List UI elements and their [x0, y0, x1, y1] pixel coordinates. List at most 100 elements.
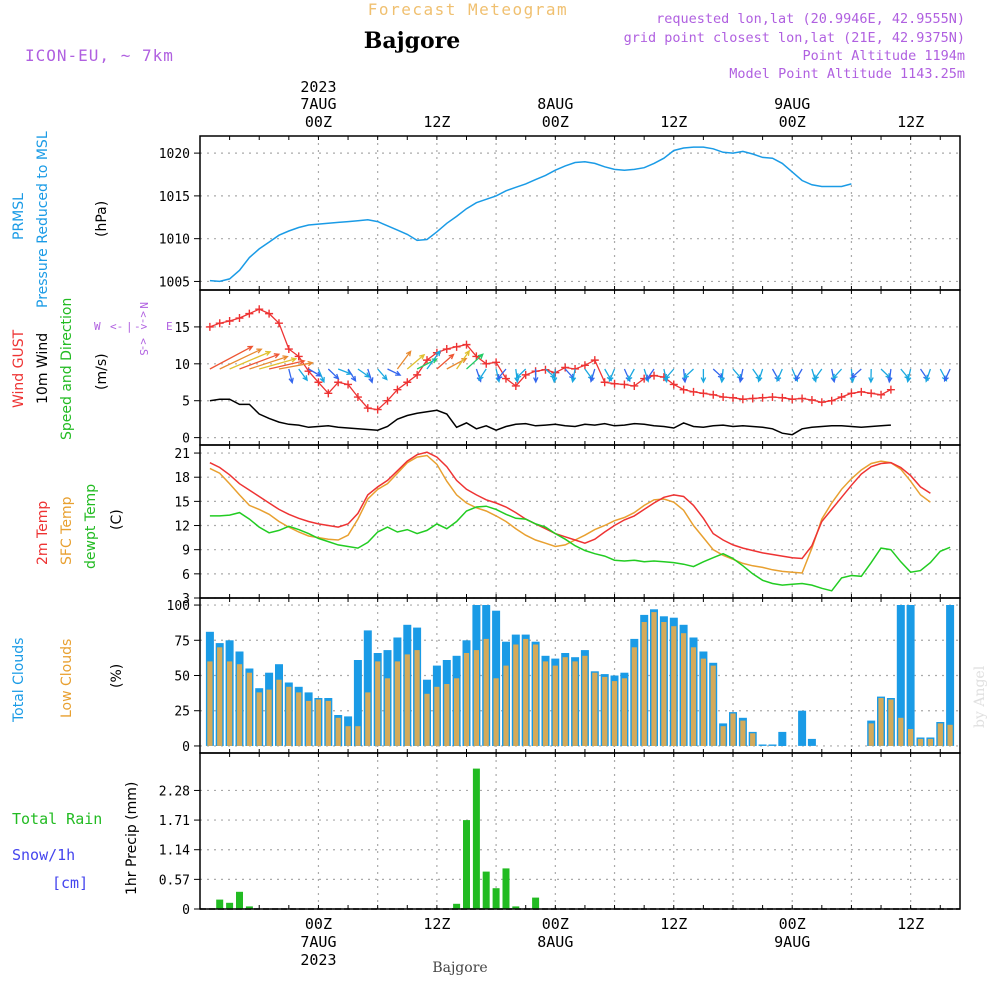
ytick-label: 12 [174, 520, 190, 535]
wind-speed-line [209, 398, 891, 436]
low-cloud-bar [898, 717, 904, 746]
low-cloud-bar [483, 638, 489, 746]
clouds-unit: (%) [109, 664, 125, 688]
wind-arrow [406, 353, 426, 370]
point-altitude: Point Altitude 1194m [802, 48, 965, 64]
low-cloud-bar [611, 681, 618, 746]
low-cloud-bar [888, 699, 894, 746]
top-axis-date: 8AUG [537, 95, 573, 113]
low-cloud-bar [217, 647, 223, 746]
pressure-panel-labels: PRMSL Pressure Reduced to MSL (hPa) [11, 131, 110, 308]
wind-arrow [533, 368, 539, 384]
top-axis-time: 00Z [305, 113, 332, 131]
gust-marker [373, 405, 382, 414]
bottom-axis-year: 2023 [300, 951, 336, 969]
precip-label-cm: [cm] [52, 874, 88, 892]
low-cloud-bar [917, 738, 924, 746]
top-axis-time: 12Z [660, 113, 687, 131]
gust-marker [788, 395, 797, 404]
gust-marker [837, 393, 846, 402]
gust-marker [205, 322, 214, 331]
low-cloud-bar [365, 692, 371, 746]
wind-unit: (m/s) [94, 353, 110, 390]
precip-unit: 1hr Precip (mm) [124, 782, 140, 895]
gust-marker [699, 389, 708, 398]
low-cloud-bar [266, 689, 272, 746]
low-cloud-bar [227, 661, 233, 746]
low-cloud-bar [375, 661, 381, 746]
low-cloud-bar [473, 650, 479, 746]
top-axis-time: 00Z [542, 113, 569, 131]
total-cloud-bar [363, 630, 372, 746]
ytick-label: 2.28 [159, 784, 190, 799]
wind-arrow [377, 368, 388, 381]
svg-text:|: | [126, 320, 133, 333]
low-cloud-bar [868, 723, 874, 746]
location-title: Bajgore [364, 28, 460, 54]
wind-arrow [357, 368, 371, 378]
ytick-label: 18 [174, 471, 190, 486]
ytick-label: 25 [174, 705, 190, 720]
gust-marker [393, 385, 402, 394]
low-cloud-bar [256, 692, 262, 746]
low-cloud-bar [454, 678, 460, 746]
low-cloud-bar [661, 622, 667, 746]
low-cloud-bar [602, 676, 608, 746]
wind-arrow [627, 368, 635, 382]
low-cloud-bar [700, 658, 706, 746]
precip-label-snow: Snow/1h [12, 846, 75, 864]
low-cloud-bar [306, 700, 312, 746]
precipitation-panel: 0 0.57 1.14 1.71 2.28 [159, 753, 960, 918]
gust-marker [689, 387, 698, 396]
total-cloud-bar [353, 660, 362, 746]
panel-border [199, 444, 961, 599]
top-axis-time: 12Z [897, 113, 924, 131]
gust-marker [294, 352, 303, 361]
wind-arrow [738, 368, 744, 384]
low-cloud-bar [720, 726, 726, 746]
low-cloud-bar [730, 713, 736, 746]
wind-label-dir: Speed and Direction [59, 298, 75, 440]
total-cloud-bar [778, 731, 787, 746]
gust-marker [857, 387, 866, 396]
wind-arrow [278, 360, 314, 370]
gust-marker [314, 378, 323, 387]
low-cloud-bar [533, 644, 539, 746]
wind-arrow [900, 368, 911, 381]
gust-marker [679, 385, 688, 394]
wind-arrow [545, 368, 557, 379]
wind-arrow [347, 368, 357, 383]
ytick-label: 9 [182, 544, 190, 559]
gust-marker [521, 370, 530, 379]
wind-arrow [478, 368, 487, 382]
low-cloud-bar [878, 698, 884, 746]
low-cloud-bar [236, 664, 243, 746]
wind-arrow [239, 353, 281, 370]
wind-arrow [514, 368, 520, 384]
ytick-label: 1.71 [159, 814, 190, 829]
wind-arrow [794, 368, 803, 382]
svg-text:S: S [137, 349, 150, 356]
requested-coords: requested lon,lat (20.9946E, 42.9555N) [656, 11, 965, 27]
temp-label-2m: 2m Temp [35, 501, 51, 565]
svg-text:<-: <- [110, 320, 123, 333]
ytick-label: 0 [182, 903, 190, 918]
low-cloud-bar [414, 650, 420, 746]
gust-marker [877, 390, 886, 399]
gust-marker [344, 380, 353, 389]
gust-marker [423, 356, 432, 365]
gust-marker [886, 385, 895, 394]
wind-arrow [551, 368, 558, 384]
wind-arrow [887, 368, 893, 384]
wind-arrow [700, 369, 707, 384]
panel-border [199, 135, 961, 291]
gust-marker [353, 393, 362, 402]
bottom-axis-time: 00Z [542, 915, 569, 933]
wind-arrow [209, 345, 254, 370]
rain-bar [226, 902, 234, 909]
ytick-label: 75 [174, 634, 190, 649]
gust-marker [403, 378, 412, 387]
low-cloud-bar [690, 647, 697, 746]
gust-marker [590, 356, 599, 365]
ytick-label: 50 [174, 670, 190, 685]
